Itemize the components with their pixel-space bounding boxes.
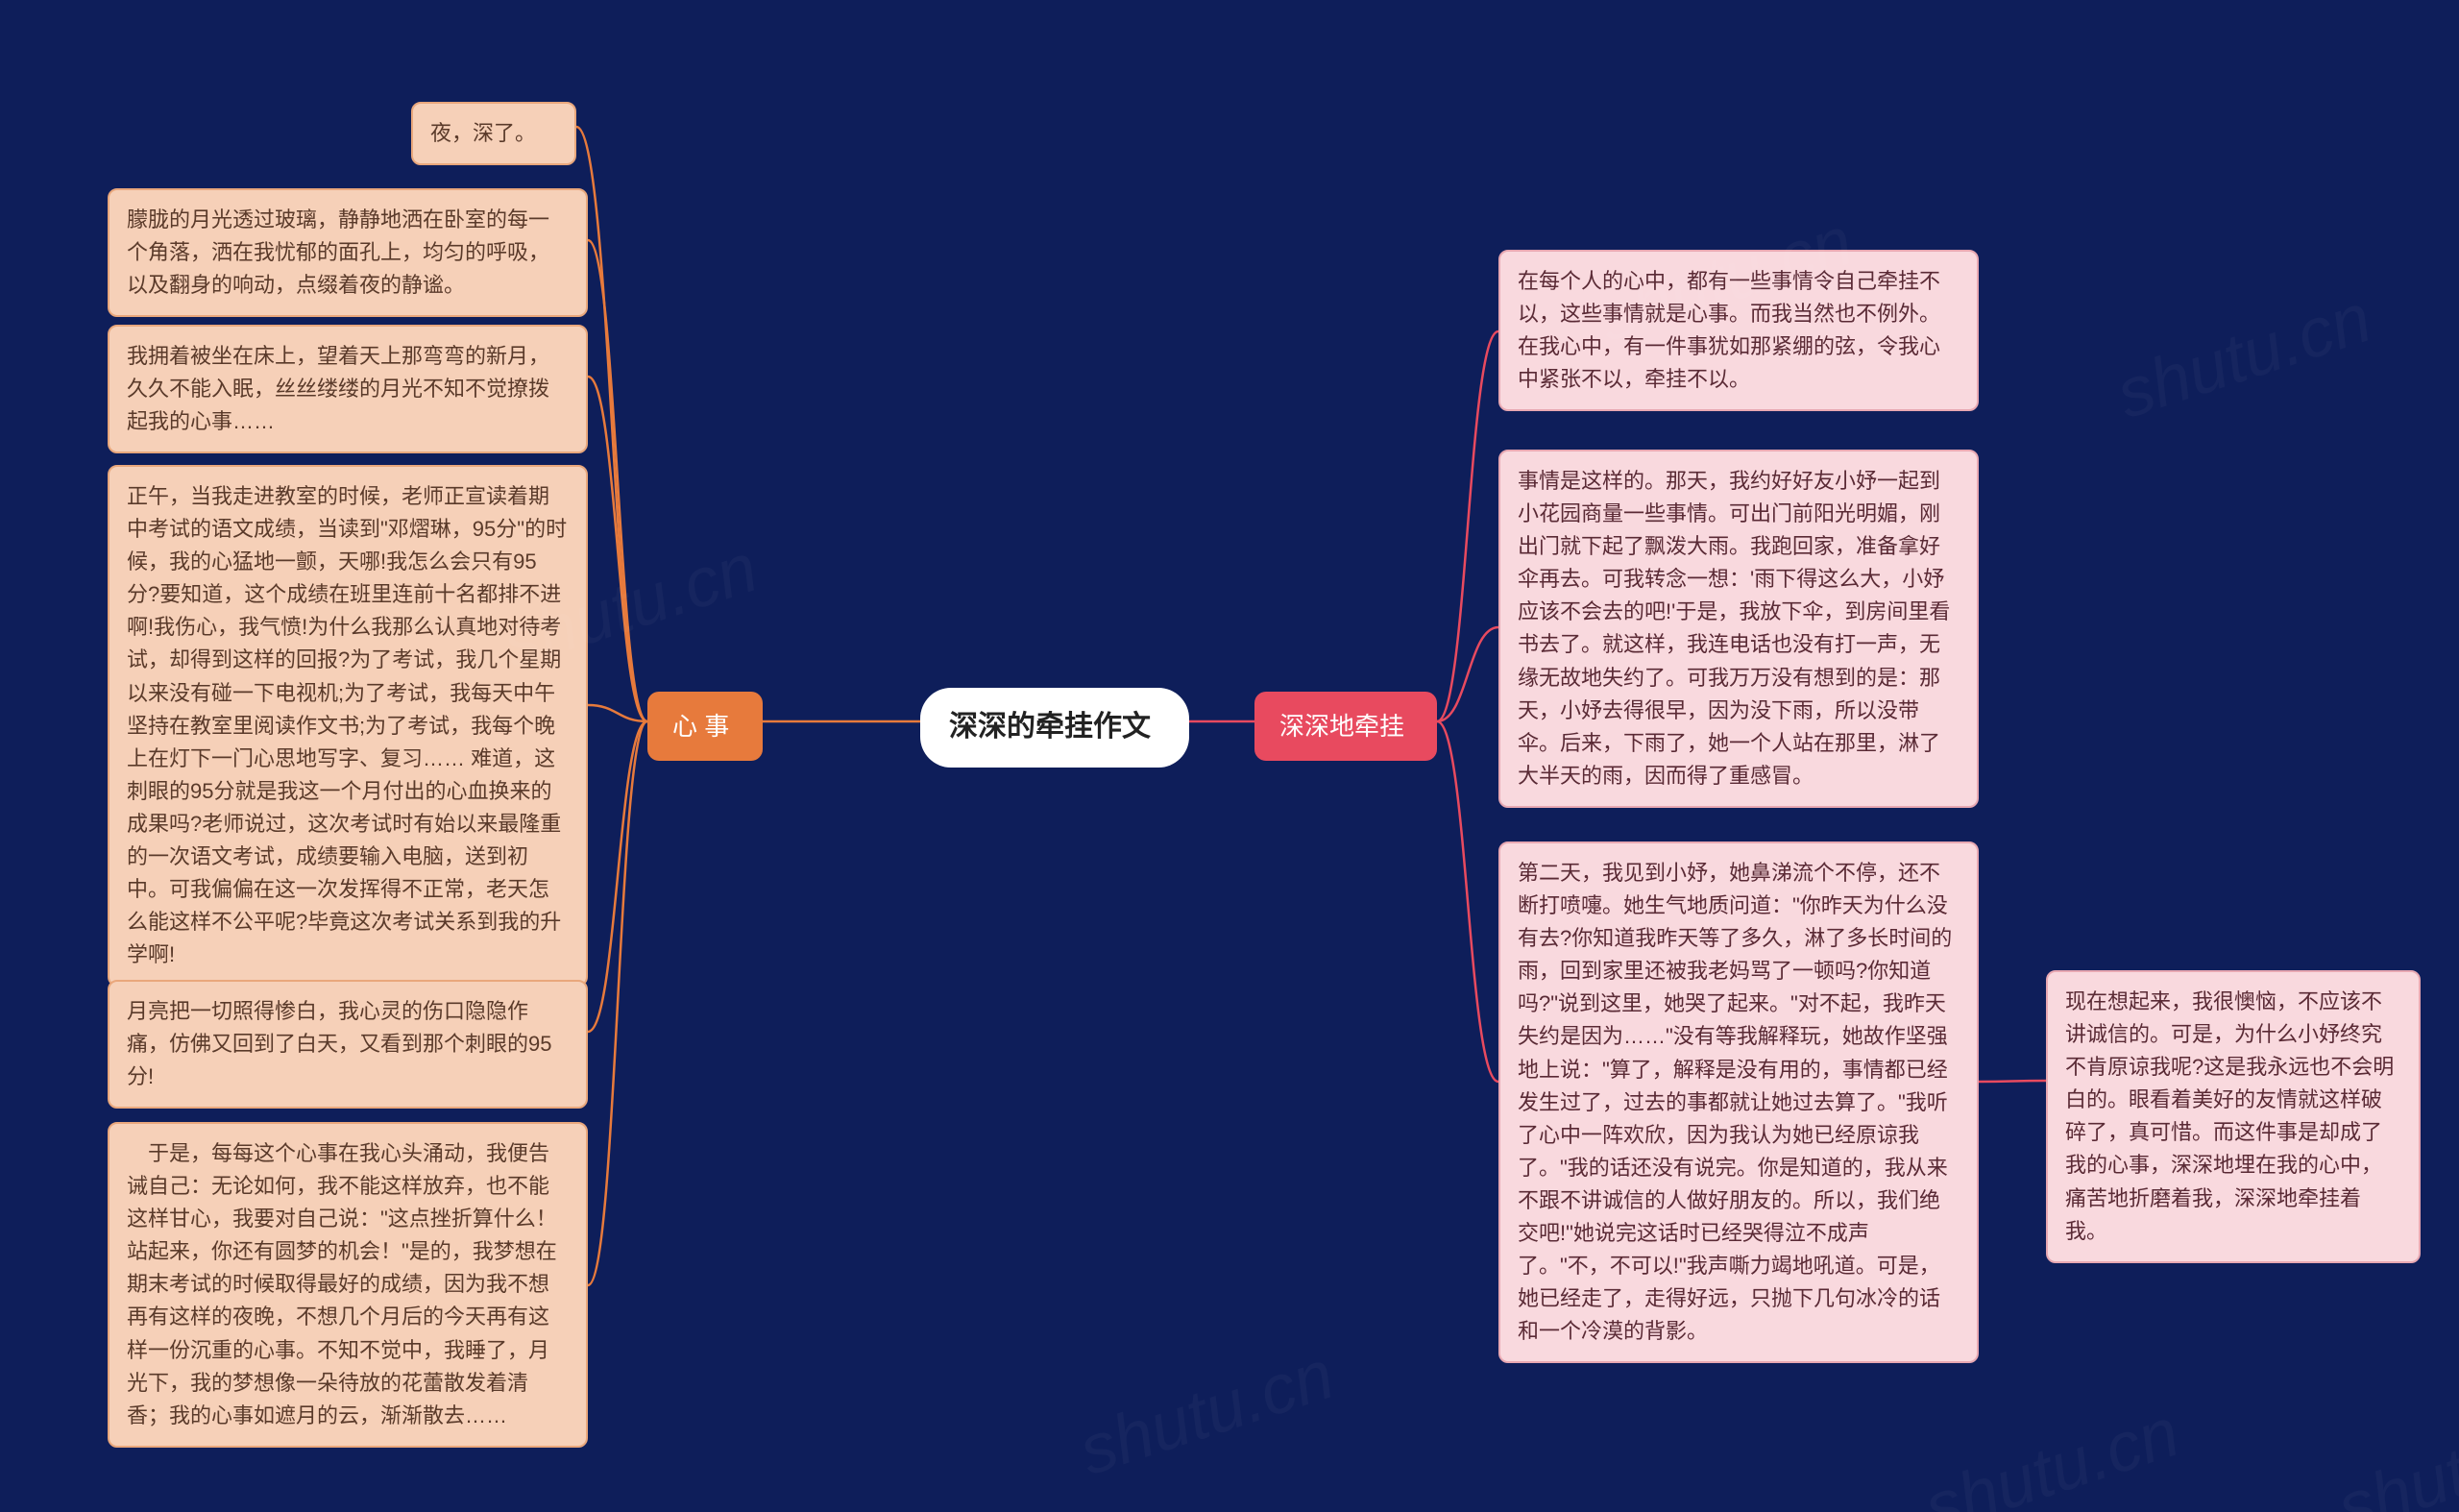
watermark: shutu.cn [2107,279,2380,434]
watermark: shutu.cn [1070,1335,1343,1491]
branch-b-left: 心 事 [647,692,763,761]
leaf-r3: 第二天，我见到小妤，她鼻涕流个不停，还不断打喷嚏。她生气地质问道："你昨天为什么… [1498,841,1979,1363]
root-node: 深深的牵挂作文 [920,688,1189,768]
branch-b-right: 深深地牵挂 [1254,692,1437,761]
leaf-r1: 在每个人的心中，都有一些事情令自己牵挂不以，这些事情就是心事。而我当然也不例外。… [1498,250,1979,411]
leaf-l2: 朦胧的月光透过玻璃，静静地洒在卧室的每一个角落，洒在我忧郁的面孔上，均匀的呼吸，… [108,188,588,317]
watermark: shutu.cn [1915,1393,2188,1512]
leaf-r3a: 现在想起来，我很懊恼，不应该不讲诚信的。可是，为什么小妤终究不肯原谅我呢?这是我… [2046,970,2421,1263]
leaf-l5: 月亮把一切照得惨白，我心灵的伤口隐隐作痛，仿佛又回到了白天，又看到那个刺眼的95… [108,980,588,1109]
leaf-l3: 我拥着被坐在床上，望着天上那弯弯的新月，久久不能入眠，丝丝缕缕的月光不知不觉撩拨… [108,325,588,453]
leaf-r2: 事情是这样的。那天，我约好好友小妤一起到小花园商量一些事情。可出门前阳光明媚，刚… [1498,450,1979,808]
watermark: shutu.cn [2328,1393,2459,1512]
leaf-l1: 夜，深了。 [411,102,576,165]
leaf-l6: 于是，每每这个心事在我心头涌动，我便告诫自己：无论如何，我不能这样放弃，也不能这… [108,1122,588,1448]
leaf-l4: 正午，当我走进教室的时候，老师正宣读着期中考试的语文成绩，当读到"邓熠琳，95分… [108,465,588,987]
